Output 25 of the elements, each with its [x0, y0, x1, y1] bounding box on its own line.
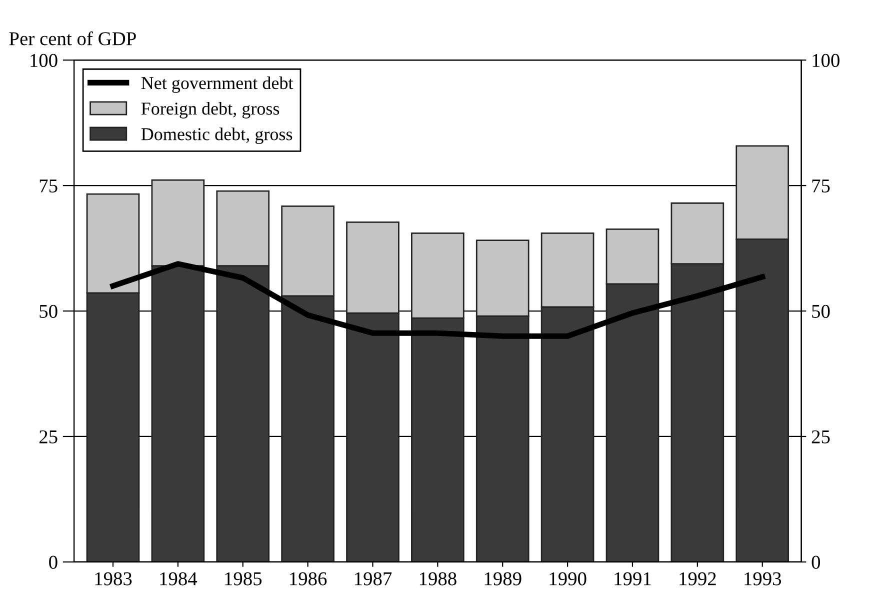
y-tick-label: 0 [49, 556, 58, 569]
y-axis-title: Per cent of GDP [9, 31, 136, 46]
y-tick-label: 50 [40, 304, 58, 318]
x-tick-label: 1990 [550, 572, 586, 586]
x-tick-label: 1986 [290, 572, 327, 586]
y2-tick-label: 25 [812, 430, 830, 444]
y2-tick-label: 100 [812, 54, 840, 68]
x-tick-label: 1989 [484, 572, 522, 586]
legend-label: Net government debt [141, 76, 294, 93]
y2-tick-label: 50 [812, 304, 830, 318]
x-tick-label: 1992 [680, 572, 716, 586]
x-tick-label: 1991 [614, 572, 651, 586]
x-tick-label: 1987 [355, 572, 392, 586]
x-tick-label: 1984 [160, 572, 198, 586]
x-tick-label: 1985 [225, 572, 262, 586]
x-tick-label: 1983 [95, 572, 132, 586]
y2-tick-label: 0 [812, 556, 820, 569]
x-tick-label: 1988 [420, 572, 456, 586]
legend-label: Foreign debt, gross [141, 102, 280, 118]
y2-tick-label: 75 [812, 180, 830, 192]
y-tick-label: 100 [30, 54, 58, 68]
legend-label: Domestic debt, gross [141, 128, 292, 144]
x-tick-label: 1993 [744, 572, 782, 586]
y-tick-label: 75 [40, 180, 58, 192]
y-tick-label: 25 [39, 430, 58, 444]
